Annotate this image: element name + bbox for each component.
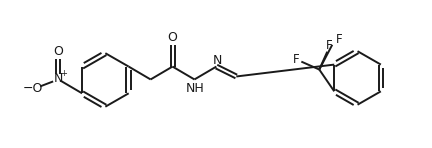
Text: NH: NH <box>186 82 205 95</box>
Text: F: F <box>293 53 300 66</box>
Text: −O: −O <box>23 82 43 95</box>
Text: +: + <box>60 69 67 78</box>
Text: O: O <box>53 45 63 58</box>
Text: F: F <box>336 33 343 46</box>
Text: N: N <box>213 54 222 67</box>
Text: O: O <box>168 31 178 44</box>
Text: N: N <box>54 72 63 85</box>
Text: F: F <box>326 39 333 52</box>
